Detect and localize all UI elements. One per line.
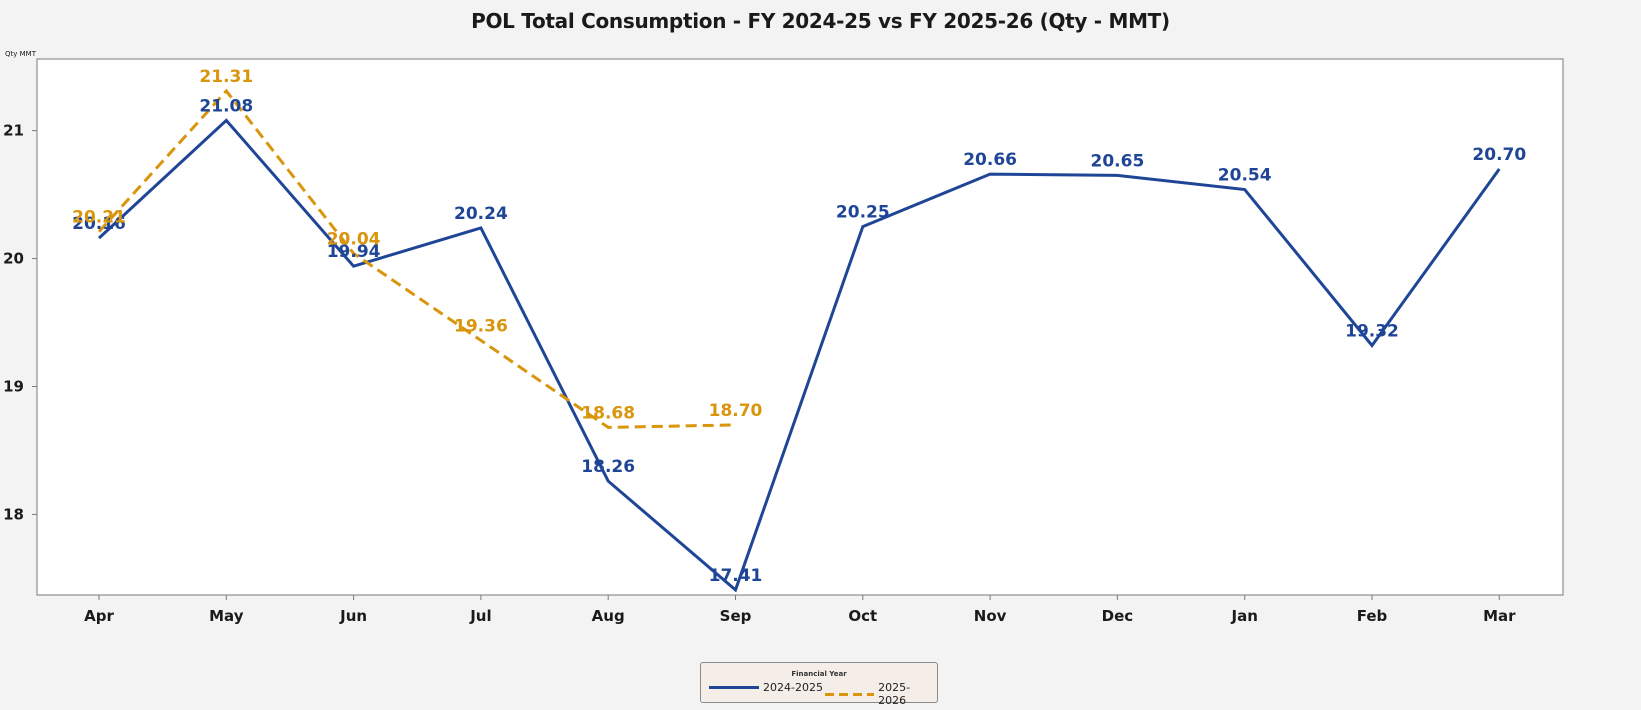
data-label: 20.16 bbox=[72, 214, 126, 234]
data-label: 20.25 bbox=[836, 203, 890, 223]
legend-item-2025-2026[interactable]: 2025-2026 bbox=[825, 681, 937, 707]
data-label: 20.65 bbox=[1091, 151, 1145, 171]
x-tick-label: Sep bbox=[720, 607, 752, 625]
data-label: 18.70 bbox=[709, 401, 763, 421]
y-tick-label: 19 bbox=[3, 377, 24, 395]
y-tick-label: 18 bbox=[3, 505, 24, 523]
data-label: 21.08 bbox=[199, 96, 253, 116]
data-label: 20.24 bbox=[454, 204, 508, 224]
data-label: 20.21 bbox=[72, 208, 126, 228]
data-label: 18.26 bbox=[581, 457, 635, 477]
x-tick-label: Oct bbox=[848, 607, 877, 625]
legend-swatch-dashed bbox=[825, 692, 875, 696]
series-line-2024-2025 bbox=[97, 118, 1501, 593]
data-label: 19.36 bbox=[454, 316, 508, 336]
data-label: 19.94 bbox=[327, 242, 381, 262]
x-tick-label: Jun bbox=[339, 607, 367, 625]
y-tick-label: 20 bbox=[3, 250, 24, 268]
legend-item-2024-2025[interactable]: 2024-2025 bbox=[709, 681, 823, 694]
x-tick-label: Aug bbox=[592, 607, 625, 625]
y-axis-title: Qty MMT bbox=[5, 50, 37, 58]
x-tick-label: Nov bbox=[974, 607, 1007, 625]
legend-label: 2025-2026 bbox=[878, 681, 911, 707]
data-label: 21.31 bbox=[199, 67, 253, 87]
legend-title: Financial Year bbox=[791, 670, 847, 678]
chart-title: POL Total Consumption - FY 2024-25 vs FY… bbox=[471, 9, 1170, 33]
data-label: 20.54 bbox=[1218, 165, 1272, 185]
y-tick-label: 21 bbox=[3, 122, 24, 140]
legend: Financial Year 2024-2025 2025-2026 bbox=[700, 662, 938, 707]
data-label: 20.04 bbox=[327, 229, 381, 249]
x-tick-label: Jan bbox=[1231, 607, 1258, 625]
data-label: 18.68 bbox=[581, 403, 635, 423]
x-tick-label: May bbox=[209, 607, 244, 625]
data-label: 19.32 bbox=[1345, 322, 1399, 342]
legend-swatch-solid bbox=[709, 686, 759, 689]
x-tick-label: Apr bbox=[84, 607, 114, 625]
x-axis: Apr May Jun Jul Aug Sep Oct Nov Dec Jan Feb Mar bbox=[84, 595, 1516, 625]
x-tick-label: Mar bbox=[1483, 607, 1516, 625]
series-layer bbox=[97, 88, 1501, 593]
data-labels: 20.16 21.08 19.94 20.24 18.26 17.41 20.25 20.66… bbox=[72, 67, 1526, 586]
data-label: 17.41 bbox=[709, 566, 763, 586]
legend-label: 2024-2025 bbox=[763, 681, 823, 694]
x-tick-label: Dec bbox=[1102, 607, 1134, 625]
data-label: 20.70 bbox=[1472, 145, 1526, 165]
x-tick-label: Feb bbox=[1357, 607, 1388, 625]
plot-area bbox=[36, 58, 1564, 596]
data-label: 20.66 bbox=[963, 150, 1017, 170]
series-line-2025-2026 bbox=[97, 88, 736, 429]
x-tick-label: Jul bbox=[469, 607, 491, 625]
y-axis: 18 19 20 21 bbox=[3, 122, 37, 523]
